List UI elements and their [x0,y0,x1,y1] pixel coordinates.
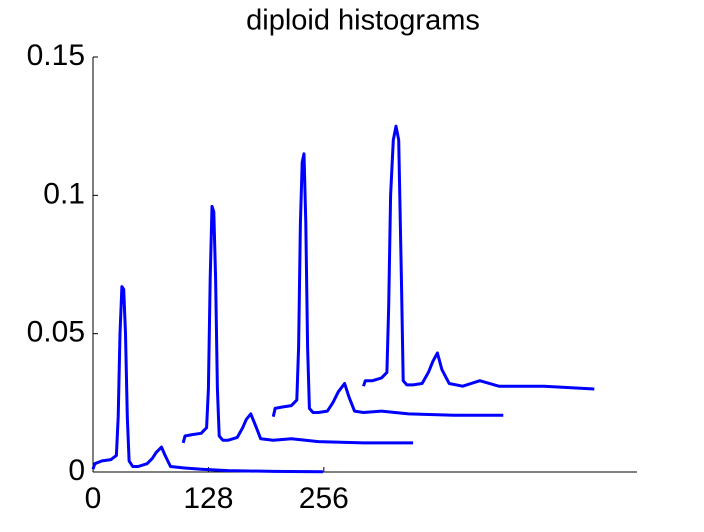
y-tick-label: 0.1 [43,177,85,210]
line-series [271,152,504,418]
y-tick-label: 0.15 [27,39,85,72]
x-tick-label: 128 [183,482,233,515]
x-tick-label: 256 [299,482,349,515]
line-series [362,124,595,391]
y-tick-label: 0 [68,454,85,487]
line-series [91,285,323,474]
line-series [181,204,414,445]
x-tick-label: 0 [85,482,102,515]
y-tick-label: 0.05 [27,316,85,349]
chart-title: diploid histograms [246,5,480,37]
